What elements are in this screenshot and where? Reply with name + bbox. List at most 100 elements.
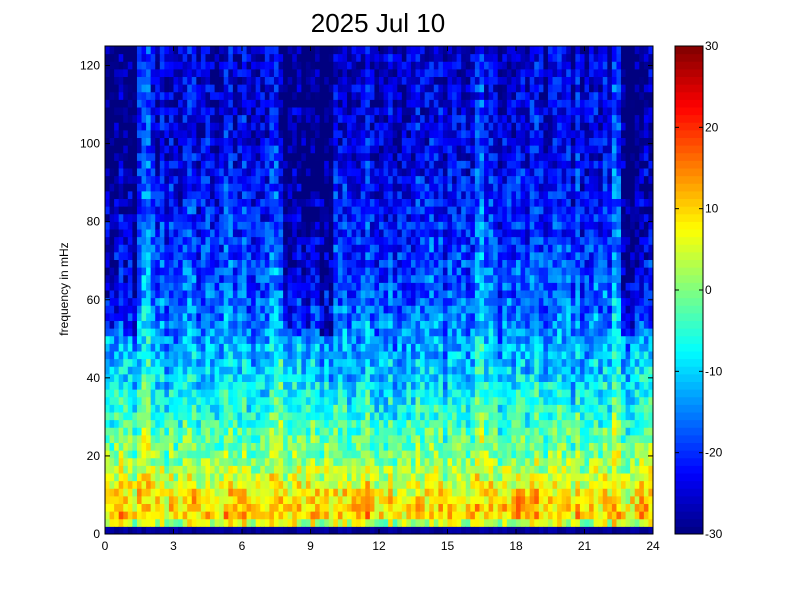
heatmap-cell bbox=[232, 267, 238, 276]
heatmap-cell bbox=[278, 503, 284, 512]
heatmap-cell bbox=[246, 381, 252, 390]
heatmap-cell bbox=[178, 396, 184, 405]
heatmap-cell bbox=[351, 183, 357, 192]
heatmap-cell bbox=[374, 244, 380, 253]
heatmap-cell bbox=[360, 434, 366, 444]
heatmap-cell bbox=[200, 152, 206, 161]
heatmap-cell bbox=[360, 213, 366, 222]
heatmap-cell bbox=[155, 84, 161, 93]
heatmap-cell bbox=[205, 107, 211, 116]
heatmap-cell bbox=[333, 53, 339, 62]
heatmap-cell bbox=[420, 396, 426, 405]
heatmap-cell bbox=[136, 206, 143, 215]
heatmap-cell bbox=[356, 137, 362, 146]
heatmap-cell bbox=[264, 107, 270, 116]
heatmap-cell bbox=[205, 366, 211, 375]
heatmap-cell bbox=[315, 442, 321, 451]
heatmap-cell bbox=[456, 274, 462, 283]
heatmap-cell bbox=[319, 61, 325, 70]
heatmap-cell bbox=[333, 412, 339, 421]
heatmap-cell bbox=[173, 480, 179, 489]
heatmap-cell bbox=[328, 282, 334, 291]
heatmap-cell bbox=[164, 343, 170, 352]
heatmap-cell bbox=[264, 68, 270, 78]
heatmap-cell bbox=[164, 267, 170, 276]
heatmap-cell bbox=[168, 68, 174, 78]
heatmap-cell bbox=[351, 389, 357, 398]
heatmap-cell bbox=[164, 274, 170, 283]
heatmap-cell bbox=[228, 129, 234, 139]
heatmap-cell bbox=[438, 91, 444, 100]
heatmap-cell bbox=[278, 457, 284, 466]
heatmap-cell bbox=[369, 259, 375, 268]
heatmap-cell bbox=[182, 61, 188, 70]
heatmap-cell bbox=[136, 46, 143, 55]
heatmap-cell bbox=[182, 511, 188, 520]
heatmap-cell bbox=[141, 229, 147, 238]
heatmap-cell bbox=[415, 190, 421, 200]
heatmap-cell bbox=[182, 152, 188, 161]
heatmap-cell bbox=[397, 46, 403, 55]
heatmap-cell bbox=[388, 99, 394, 108]
heatmap-cell bbox=[392, 434, 398, 444]
heatmap-cell bbox=[351, 267, 357, 276]
heatmap-cell bbox=[178, 305, 184, 314]
heatmap-cell bbox=[438, 68, 444, 78]
heatmap-cell bbox=[155, 381, 161, 390]
heatmap-cell bbox=[155, 488, 161, 497]
heatmap-cell bbox=[365, 91, 371, 100]
heatmap-cell bbox=[319, 503, 325, 512]
heatmap-cell bbox=[429, 267, 435, 276]
heatmap-cell bbox=[123, 145, 129, 154]
heatmap-cell bbox=[452, 305, 458, 314]
heatmap-cell bbox=[191, 244, 197, 253]
heatmap-cell bbox=[392, 198, 398, 207]
heatmap-cell bbox=[182, 122, 188, 131]
heatmap-cell bbox=[328, 99, 334, 108]
heatmap-cell bbox=[388, 457, 394, 466]
heatmap-cell bbox=[305, 84, 311, 93]
heatmap-cell bbox=[228, 526, 234, 535]
heatmap-cell bbox=[333, 221, 339, 230]
heatmap-cell bbox=[118, 61, 124, 70]
heatmap-cell bbox=[287, 511, 293, 520]
heatmap-cell bbox=[255, 259, 261, 268]
heatmap-cell bbox=[392, 381, 398, 390]
heatmap-cell bbox=[191, 343, 197, 352]
heatmap-cell bbox=[365, 129, 371, 139]
heatmap-cell bbox=[210, 76, 216, 85]
heatmap-cell bbox=[214, 282, 220, 291]
heatmap-cell bbox=[310, 366, 316, 375]
heatmap-cell bbox=[438, 358, 444, 367]
heatmap-cell bbox=[287, 46, 293, 55]
heatmap-cell bbox=[278, 335, 284, 344]
heatmap-cell bbox=[383, 419, 389, 428]
heatmap-cell bbox=[260, 320, 266, 329]
heatmap-cell bbox=[255, 221, 261, 230]
heatmap-cell bbox=[242, 68, 248, 78]
heatmap-cell bbox=[164, 244, 170, 253]
heatmap-cell bbox=[315, 206, 321, 215]
heatmap-cell bbox=[429, 396, 435, 405]
heatmap-cell bbox=[374, 99, 380, 108]
heatmap-cell bbox=[141, 160, 147, 169]
heatmap-cell bbox=[219, 168, 225, 177]
heatmap-cell bbox=[406, 152, 412, 161]
heatmap-cell bbox=[232, 419, 238, 428]
heatmap-cell bbox=[360, 381, 366, 390]
heatmap-cell bbox=[337, 305, 343, 314]
heatmap-cell bbox=[342, 381, 348, 390]
heatmap-cell bbox=[406, 175, 412, 184]
heatmap-cell bbox=[369, 419, 375, 428]
heatmap-cell bbox=[168, 465, 174, 474]
heatmap-cell bbox=[438, 518, 444, 527]
heatmap-cell bbox=[365, 84, 371, 93]
heatmap-cell bbox=[424, 282, 430, 291]
heatmap-cell bbox=[146, 267, 152, 276]
heatmap-cell bbox=[164, 221, 170, 230]
heatmap-cell bbox=[305, 267, 311, 276]
heatmap-cell bbox=[123, 488, 129, 497]
heatmap-cell bbox=[301, 297, 307, 306]
heatmap-cell bbox=[337, 145, 343, 154]
heatmap-cell bbox=[310, 274, 316, 283]
